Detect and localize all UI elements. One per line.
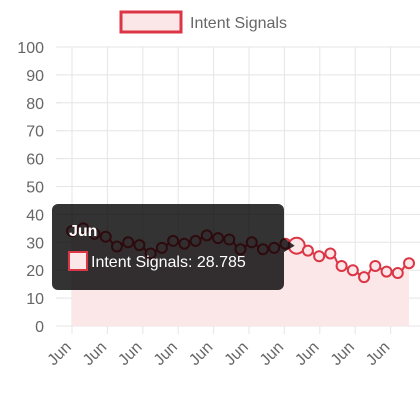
x-tick-label: Jun — [222, 339, 252, 369]
y-tick-label: 50 — [26, 180, 44, 197]
data-point — [380, 265, 393, 278]
legend-label[interactable]: Intent Signals — [190, 15, 287, 32]
y-tick-label: 10 — [26, 291, 44, 308]
y-axis-ticks: 0 10 20 30 40 50 60 70 80 90 100 — [17, 40, 44, 336]
data-point — [301, 244, 314, 257]
y-tick-label: 20 — [26, 263, 44, 280]
data-point — [358, 271, 371, 284]
x-tick-label: Jun — [80, 339, 110, 369]
x-axis-ticks: Jun Jun Jun Jun Jun Jun Jun Jun Jun Jun — [45, 339, 394, 369]
y-tick-label: 100 — [17, 40, 44, 57]
tooltip-swatch — [68, 251, 88, 271]
data-point — [403, 257, 415, 270]
legend[interactable]: Intent Signals — [119, 10, 287, 34]
y-tick-label: 40 — [26, 207, 44, 224]
x-tick-label: Jun — [257, 339, 287, 369]
tooltip-box — [52, 204, 284, 290]
x-tick-label: Jun — [363, 339, 393, 369]
y-tick-label: 0 — [35, 319, 44, 336]
tooltip-label: Intent Signals: 28.785 — [91, 254, 246, 271]
data-point — [369, 260, 382, 273]
tooltip-title: Jun — [69, 223, 97, 240]
x-tick-label: Jun — [186, 339, 216, 369]
data-point — [346, 264, 359, 277]
data-point — [391, 266, 404, 279]
tooltip: Jun Intent Signals: 28.785 — [52, 204, 295, 290]
x-tick-label: Jun — [151, 339, 181, 369]
data-point — [313, 250, 326, 263]
x-tick-label: Jun — [292, 339, 322, 369]
y-tick-label: 30 — [26, 235, 44, 252]
data-point — [335, 260, 348, 273]
x-tick-label: Jun — [115, 339, 145, 369]
tooltip-caret — [284, 238, 295, 252]
y-tick-label: 80 — [26, 96, 44, 113]
y-tick-label: 70 — [26, 124, 44, 141]
data-point — [324, 247, 337, 260]
x-tick-label: Jun — [328, 339, 358, 369]
y-tick-label: 90 — [26, 68, 44, 85]
y-tick-label: 60 — [26, 152, 44, 169]
x-tick-label: Jun — [45, 339, 75, 369]
legend-swatch[interactable] — [119, 10, 183, 34]
